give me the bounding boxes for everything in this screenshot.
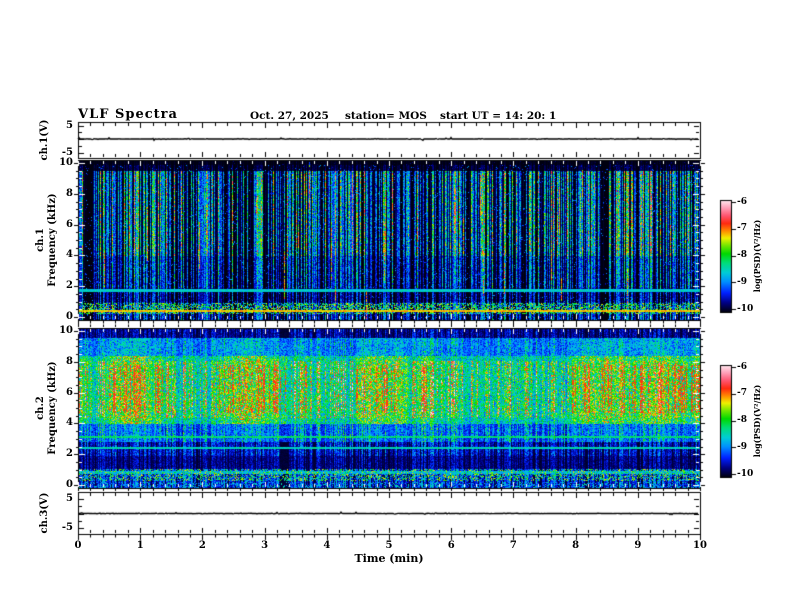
- time-tick-label: 8: [572, 540, 580, 551]
- time-tick-label: 10: [693, 540, 707, 551]
- figure-date: Oct. 27, 2025: [250, 110, 329, 122]
- ch1-freq-tick-label: 6: [66, 219, 73, 230]
- ch3-voltage-tick-label: 5: [66, 493, 73, 504]
- ch1-voltage-tick-label: -5: [61, 146, 73, 158]
- time-axis-label: Time (min): [354, 552, 424, 565]
- ch1-freq-tick-label: 8: [66, 188, 73, 199]
- colorbar1-tick-label: -8: [737, 250, 747, 261]
- colorbar2-tick-label: -10: [737, 468, 754, 479]
- ch2-freq-tick-label: 0: [66, 479, 73, 490]
- time-tick-label: 4: [323, 540, 331, 551]
- station-label: station= MOS: [345, 110, 427, 122]
- ch2-freq-tick-label: 6: [66, 387, 73, 398]
- time-tick-label: 0: [74, 540, 82, 551]
- ch1-frequency-axis-label: Frequency (kHz): [47, 193, 58, 287]
- ch1-freq-tick-label: 0: [66, 311, 73, 322]
- colorbar2-tick-label: -7: [737, 388, 747, 399]
- ch1-freq-tick-label: 4: [66, 249, 73, 260]
- ch3-voltage-tick-label: -5: [61, 522, 73, 533]
- ch3-voltage-axis-label: ch.3(V): [39, 492, 50, 534]
- ch2-channel-label: ch.2: [35, 396, 46, 420]
- time-tick-label: 3: [261, 540, 269, 551]
- ch2-freq-tick-label: 4: [66, 417, 73, 428]
- ch1-freq-tick-label: 10: [59, 157, 73, 168]
- ch2-freq-tick-label: 2: [66, 448, 73, 459]
- ch2-freq-tick-label: 8: [66, 356, 73, 367]
- colorbar2-label: log(PSD)(V²/Hz): [752, 384, 762, 458]
- start-ut-label: start UT = 14: 20: 1: [440, 110, 557, 122]
- time-tick-label: 9: [634, 540, 642, 551]
- colorbar2-tick-label: -8: [737, 415, 747, 426]
- time-tick-label: 1: [136, 540, 144, 551]
- ch1-voltage-tick-label: 5: [66, 119, 73, 131]
- colorbar2-tick-label: -9: [737, 441, 747, 452]
- colorbar1-tick-label: -10: [737, 303, 754, 314]
- time-tick-label: 7: [509, 540, 517, 551]
- colorbar1-tick-label: -9: [737, 276, 747, 287]
- colorbar2-tick-label: -6: [737, 361, 747, 372]
- ch2-frequency-axis-label: Frequency (kHz): [47, 361, 58, 455]
- figure-title: VLF Spectra: [78, 107, 178, 122]
- ch1-channel-label: ch.1: [35, 228, 46, 252]
- time-tick-label: 6: [447, 540, 455, 551]
- time-tick-label: 2: [198, 540, 206, 551]
- colorbar1-label: log(PSD)(V²/Hz): [752, 219, 762, 293]
- colorbar1-tick-label: -6: [737, 196, 747, 207]
- colorbar1-tick-label: -7: [737, 223, 747, 234]
- ch1-freq-tick-label: 2: [66, 280, 73, 291]
- time-tick-label: 5: [385, 540, 393, 551]
- ch2-freq-tick-label: 10: [59, 325, 73, 336]
